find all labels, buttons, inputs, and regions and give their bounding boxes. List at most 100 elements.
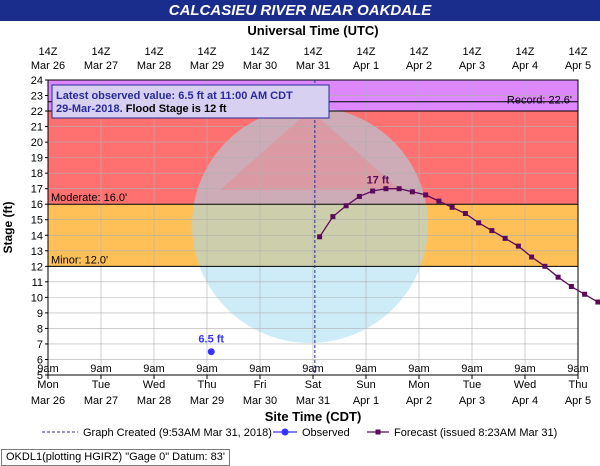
bottom-tick-day: Sat <box>305 379 322 391</box>
top-tick-hour: 14Z <box>39 46 58 58</box>
y-tick-label: 20 <box>31 137 43 149</box>
info-box-flood-stage: 29-Mar-2018. Flood Stage is 12 ft <box>56 103 227 115</box>
chart-title: CALCASIEU RIVER NEAR OAKDALE <box>168 2 432 19</box>
forecast-point <box>356 193 362 199</box>
bottom-tick-day: Tue <box>92 379 111 391</box>
y-tick-label: 15 <box>31 215 43 227</box>
top-tick-date: Mar 26 <box>31 60 65 72</box>
legend-forecast-marker <box>375 429 381 435</box>
title-bar <box>0 0 600 21</box>
bottom-tick-date: Apr 5 <box>565 395 591 407</box>
top-tick-date: Apr 2 <box>406 60 432 72</box>
bottom-tick-day: Wed <box>514 379 536 391</box>
forecast-point <box>317 234 323 240</box>
bottom-tick-date: Apr 2 <box>406 395 432 407</box>
observed-label: 6.5 ft <box>198 334 224 346</box>
bottom-tick-day: Thu <box>569 379 588 391</box>
bottom-tick-time: 9am <box>567 363 588 375</box>
bottom-tick-day: Mon <box>408 379 429 391</box>
y-tick-label: 13 <box>31 246 43 258</box>
bottom-tick-day: Wed <box>143 379 165 391</box>
y-tick-label: 8 <box>37 323 43 335</box>
forecast-point <box>436 198 442 204</box>
legend-observed-marker <box>281 428 289 436</box>
bottom-tick-date: Mar 31 <box>296 395 330 407</box>
y-tick-label: 6 <box>37 354 43 366</box>
bottom-tick-time: 9am <box>90 363 111 375</box>
forecast-point <box>396 186 402 192</box>
moderate-label: Moderate: 16.0' <box>51 192 127 204</box>
forecast-point <box>462 211 468 217</box>
record-label: Record: 22.6' <box>507 95 572 107</box>
bottom-tick-time: 9am <box>514 363 535 375</box>
forecast-point <box>542 263 548 269</box>
top-tick-hour: 14Z <box>463 46 482 58</box>
y-tick-label: 19 <box>31 153 43 165</box>
bottom-tick-time: 9am <box>461 363 482 375</box>
forecast-point <box>343 203 349 209</box>
bottom-tick-day: Tue <box>463 379 482 391</box>
bottom-tick-day: Thu <box>198 379 217 391</box>
watermark-disc <box>192 107 428 343</box>
forecast-point <box>383 186 389 192</box>
forecast-point <box>370 188 376 194</box>
bottom-tick-day: Sun <box>356 379 376 391</box>
y-tick-label: 21 <box>31 122 43 134</box>
bottom-tick-date: Mar 30 <box>243 395 277 407</box>
forecast-point <box>529 254 535 260</box>
observed-point <box>207 348 215 356</box>
minor-label: Minor: 12.0' <box>51 254 108 266</box>
top-tick-hour: 14Z <box>569 46 588 58</box>
forecast-point <box>409 189 415 195</box>
forecast-point <box>502 235 508 241</box>
top-tick-date: Mar 28 <box>137 60 171 72</box>
y-tick-label: 5 <box>37 370 43 382</box>
y-tick-label: 11 <box>32 277 43 289</box>
top-tick-hour: 14Z <box>357 46 376 58</box>
forecast-point <box>515 243 521 249</box>
bottom-tick-date: Mar 29 <box>190 395 224 407</box>
y-axis-label: Stage (ft) <box>1 202 15 254</box>
y-tick-label: 22 <box>31 106 43 118</box>
forecast-point <box>423 192 429 198</box>
bottom-tick-time: 9am <box>302 363 323 375</box>
top-tick-hour: 14Z <box>251 46 270 58</box>
top-tick-date: Apr 4 <box>512 60 538 72</box>
y-tick-label: 24 <box>31 75 43 87</box>
bottom-tick-date: Apr 4 <box>512 395 538 407</box>
top-tick-hour: 14Z <box>304 46 323 58</box>
bottom-tick-time: 9am <box>143 363 164 375</box>
forecast-line <box>319 188 599 303</box>
watermark-shape <box>220 110 400 190</box>
bottom-tick-date: Mar 28 <box>137 395 171 407</box>
forecast-point <box>568 284 574 289</box>
top-tick-hour: 14Z <box>516 46 535 58</box>
y-tick-label: 18 <box>31 168 43 180</box>
top-tick-date: Apr 3 <box>459 60 485 72</box>
forecast-point <box>582 291 588 297</box>
info-box <box>51 84 330 119</box>
top-tick-date: Apr 5 <box>565 60 591 72</box>
forecast-point <box>555 274 561 280</box>
legend-forecast: Forecast (issued 8:23AM Mar 31) <box>394 427 557 439</box>
forecast-point <box>330 214 336 220</box>
bottom-tick-day: Fri <box>254 379 267 391</box>
noaa-watermark <box>192 107 428 343</box>
bottom-tick-day: Mon <box>37 379 58 391</box>
bottom-axis-label: Site Time (CDT) <box>265 409 362 424</box>
forecast-point <box>489 228 495 234</box>
bottom-tick-date: Mar 27 <box>84 395 118 407</box>
y-tick-label: 14 <box>31 230 43 242</box>
y-tick-label: 23 <box>31 91 43 103</box>
top-tick-hour: 14Z <box>410 46 429 58</box>
gage-datum-label: OKDL1(plotting HGIRZ) "Gage 0" Datum: 83… <box>1 449 230 466</box>
info-box-flood-stage-text: Flood Stage is 12 ft <box>126 103 227 115</box>
top-tick-hour: 14Z <box>145 46 164 58</box>
forecast-point <box>449 204 455 210</box>
bottom-tick-time: 9am <box>249 363 270 375</box>
bottom-tick-time: 9am <box>37 363 58 375</box>
top-tick-date: Apr 1 <box>353 60 379 72</box>
y-tick-label: 9 <box>37 308 43 320</box>
top-tick-date: Mar 31 <box>296 60 330 72</box>
